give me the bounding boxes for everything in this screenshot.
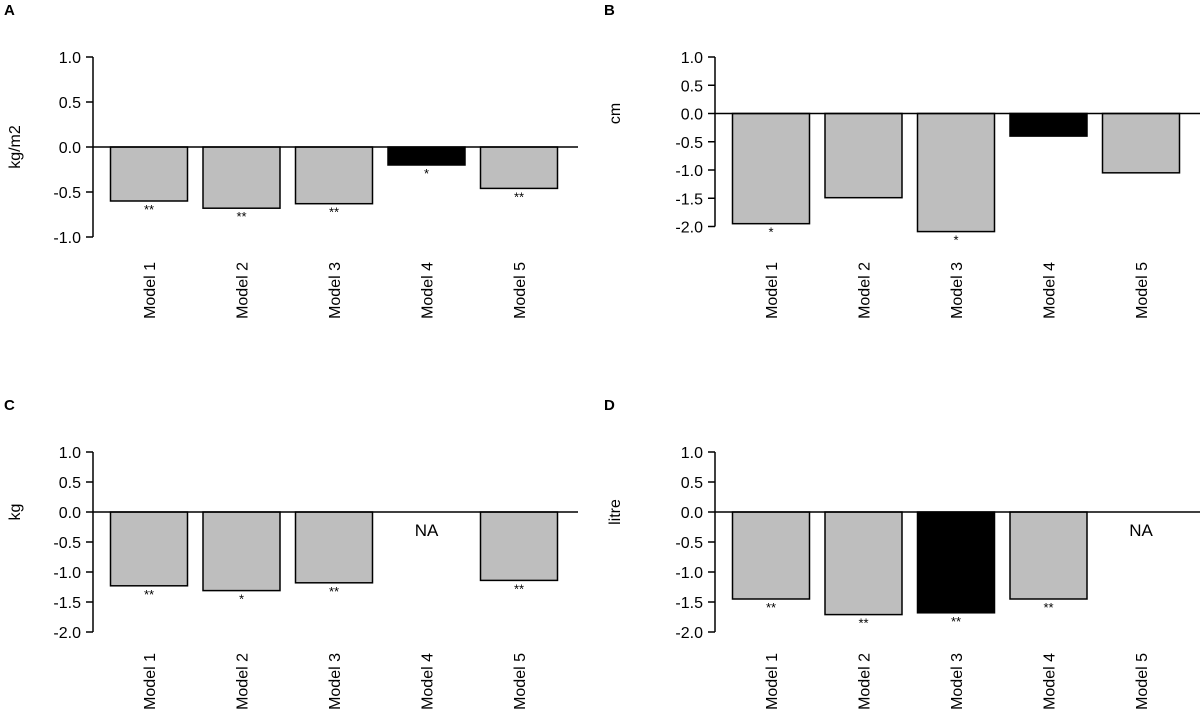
x-tick-label: Model 1 [142,653,159,710]
significance-marker: ** [144,202,154,217]
y-tick-label: -0.5 [675,135,703,152]
x-tick-label: Model 1 [142,262,159,319]
significance-marker: ** [144,587,154,602]
bar-model-5 [479,511,559,582]
x-tick-label: Model 3 [327,262,344,319]
bar-model-1 [731,511,811,600]
significance-marker: * [424,166,429,181]
y-tick-label: -1.5 [675,191,703,208]
x-tick-label: Model 4 [420,653,437,710]
missing-value-label: NA [1129,521,1153,540]
x-tick-label: Model 5 [512,262,529,319]
panel-label: D [604,397,615,414]
significance-marker: ** [858,616,868,631]
panel-label: B [604,2,615,19]
bar-model-3 [294,511,374,584]
panel-label: A [4,2,15,19]
x-tick-label: Model 4 [420,262,437,319]
significance-marker: ** [514,189,524,204]
y-tick-label: -1.0 [53,565,81,582]
significance-marker: * [239,592,244,607]
x-tick-label: Model 2 [235,262,252,319]
y-axis-label: litre [607,499,624,525]
y-tick-label: -2.0 [675,220,703,237]
x-tick-label: Model 3 [327,653,344,710]
y-tick-label: -1.5 [53,595,81,612]
y-tick-label: 0.0 [59,140,81,157]
y-tick-label: -0.5 [53,535,81,552]
panel-d: D 1.0 0.5 0.0 -0.5 -1.0 -1.5 -2.0 litre ** Model 1… [604,397,1200,710]
x-tick-label: Model 2 [857,262,874,319]
x-tick-label: Model 3 [949,653,966,710]
y-tick-label: -1.0 [675,565,703,582]
y-tick-label: -1.5 [675,595,703,612]
y-tick-label: 1.0 [59,50,81,67]
significance-marker: ** [236,209,246,224]
panel-c: C 1.0 0.5 0.0 -0.5 -1.0 -1.5 -2.0 kg ** Model 1 * Mo… [4,397,578,710]
y-tick-label: 0.5 [681,78,703,95]
x-tick-label: Model 5 [1134,262,1151,319]
significance-marker: * [768,225,773,240]
bar-model-5 [1101,112,1181,174]
bar-model-1 [109,511,189,587]
bar-model-3 [916,112,996,233]
significance-marker: ** [951,614,961,629]
y-axis-label: kg [7,504,24,521]
significance-marker: ** [514,581,524,596]
bar-model-2 [202,146,281,209]
y-tick-label: -1.0 [675,163,703,180]
y-axis-label: kg/m2 [7,125,24,169]
y-tick-label: 0.5 [681,475,703,492]
x-tick-label: Model 1 [764,653,781,710]
significance-marker: * [953,233,958,248]
bar-model-2 [824,511,903,616]
bar-model-4 [1009,511,1088,600]
x-tick-label: Model 4 [1042,653,1059,710]
panel-a: A 1.0 0.5 0.0 -0.5 -1.0 kg/m2 ** Model 1 ** Model … [4,2,578,319]
x-tick-label: Model 4 [1042,262,1059,319]
bar-model-4 [1009,112,1088,137]
significance-marker: ** [329,205,339,220]
y-tick-label: 1.0 [681,50,703,67]
y-tick-label: 0.0 [59,505,81,522]
x-tick-label: Model 2 [857,653,874,710]
x-tick-label: Model 3 [949,262,966,319]
y-tick-label: 0.5 [59,475,81,492]
bar-model-2 [202,511,281,592]
bar-model-3 [294,146,374,205]
y-tick-label: -2.0 [53,625,81,642]
bar-model-2 [824,112,903,199]
x-tick-label: Model 5 [1134,653,1151,710]
bar-model-3 [916,511,996,614]
y-tick-label: 0.5 [59,95,81,112]
y-tick-label: -0.5 [675,535,703,552]
panel-label: C [4,397,15,414]
missing-value-label: NA [415,521,439,540]
y-tick-label: 0.0 [681,107,703,124]
panel-b: B 1.0 0.5 0.0 -0.5 -1.0 -1.5 -2.0 cm * Model 1 Mode… [604,2,1200,319]
bar-model-1 [109,146,189,202]
bar-model-5 [479,146,559,190]
bar-model-1 [731,112,811,225]
y-tick-label: 1.0 [59,445,81,462]
x-tick-label: Model 1 [764,262,781,319]
y-tick-label: 1.0 [681,445,703,462]
x-tick-label: Model 5 [512,653,529,710]
bar-model-4 [387,146,466,166]
x-tick-label: Model 2 [235,653,252,710]
y-tick-label: 0.0 [681,505,703,522]
y-axis-label: cm [607,103,624,124]
y-tick-label: -0.5 [53,185,81,202]
y-tick-label: -1.0 [53,230,81,247]
significance-marker: ** [329,584,339,599]
y-tick-label: -2.0 [675,625,703,642]
significance-marker: ** [1043,600,1053,615]
significance-marker: ** [766,600,776,615]
